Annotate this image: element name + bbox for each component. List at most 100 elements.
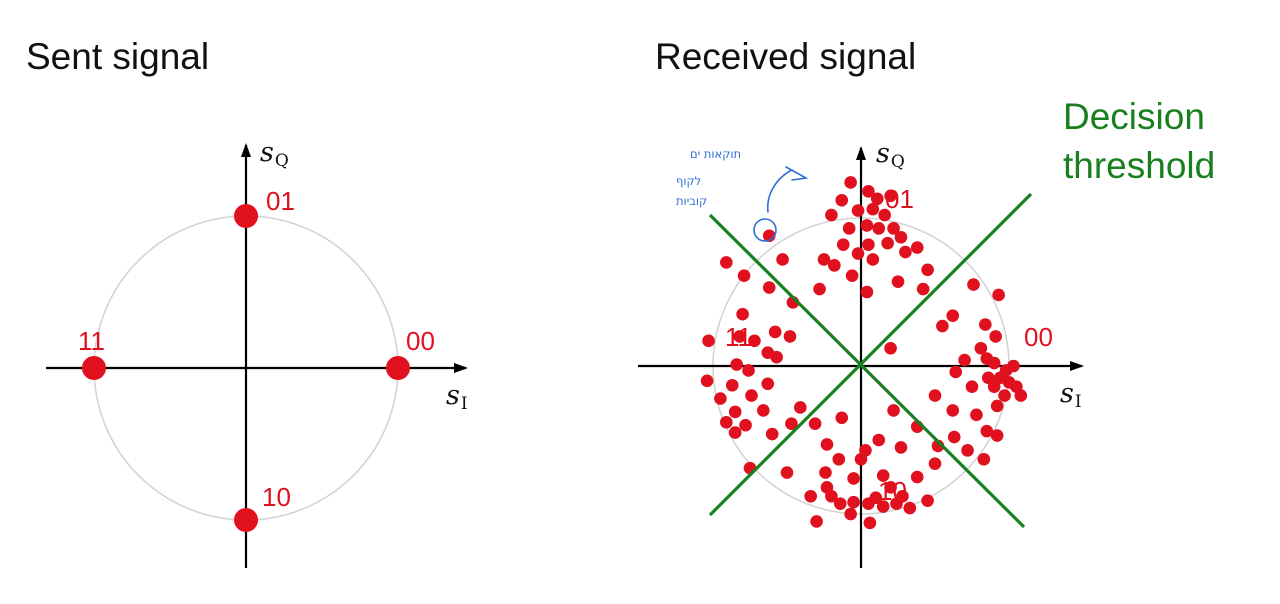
received-point — [891, 275, 905, 288]
received-point — [946, 309, 960, 322]
received-point — [928, 389, 942, 402]
received-point — [887, 222, 900, 235]
received-point — [844, 176, 857, 189]
received-symbol-label: 11 — [725, 322, 752, 352]
received-point — [866, 253, 880, 266]
received-symbol-labels: 01 00 10 11 — [725, 184, 1053, 506]
received-point — [946, 404, 960, 417]
handwritten-annotation: תוקאות ים לקוף קוביות — [676, 147, 809, 242]
received-point — [887, 404, 900, 417]
received-point — [762, 281, 776, 294]
received-point — [998, 389, 1011, 402]
received-point — [947, 430, 961, 444]
received-point — [910, 241, 924, 254]
sent-signal-title: Sent signal — [26, 36, 210, 77]
received-point — [780, 466, 794, 479]
received-point — [737, 269, 751, 283]
received-point — [761, 346, 775, 359]
received-point — [870, 192, 884, 206]
received-point — [965, 380, 979, 394]
received-point — [761, 377, 775, 391]
received-point — [894, 441, 908, 454]
received-point — [884, 341, 897, 355]
received-symbol-label: 01 — [885, 184, 914, 214]
received-point — [820, 438, 834, 451]
received-point — [817, 253, 831, 266]
received-point — [836, 238, 850, 251]
received-point — [1007, 359, 1020, 373]
received-point — [899, 245, 912, 259]
received-point — [725, 378, 739, 392]
received-point — [757, 404, 770, 417]
received-point — [894, 230, 908, 244]
received-point — [835, 411, 849, 425]
received-point — [961, 444, 974, 457]
received-point — [714, 392, 727, 405]
received-point — [742, 364, 755, 377]
received-point — [813, 282, 826, 296]
received-point — [847, 472, 860, 485]
received-symbol-label: 00 — [1024, 322, 1053, 352]
received-point — [928, 457, 942, 470]
sent-symbol-label: 11 — [78, 326, 105, 356]
received-point — [987, 380, 1001, 394]
sent-symbol-label: 01 — [266, 186, 295, 216]
annotation-circle — [753, 218, 777, 242]
sent-symbol-point — [82, 356, 106, 380]
annotation-text-line1: תוקאות ים — [690, 147, 741, 161]
received-point — [728, 426, 742, 439]
sent-symbol-point — [234, 508, 258, 532]
annotation-text-line2: לקוף — [676, 174, 701, 188]
received-point — [936, 319, 949, 333]
received-point — [990, 399, 1004, 413]
received-point — [736, 307, 749, 321]
axis-label-si: sI — [446, 380, 468, 414]
axis-label-sq: sQ — [260, 137, 289, 171]
received-point — [851, 204, 865, 217]
received-point — [992, 288, 1005, 302]
received-point — [819, 466, 832, 479]
received-point — [987, 356, 1001, 370]
received-point — [733, 330, 746, 343]
received-point — [768, 325, 782, 339]
received-point — [808, 417, 822, 431]
received-point — [876, 469, 890, 482]
received-point — [876, 500, 890, 513]
received-point — [979, 318, 992, 331]
received-point — [881, 236, 894, 250]
sent-symbol-point — [386, 356, 410, 380]
received-point — [884, 481, 897, 494]
received-point — [835, 193, 849, 207]
received-point — [785, 417, 798, 431]
received-point — [977, 452, 991, 466]
received-point — [854, 452, 868, 466]
received-point — [776, 253, 789, 266]
received-point — [825, 208, 838, 222]
received-point — [981, 371, 995, 385]
received-point — [910, 470, 924, 484]
received-point — [730, 358, 743, 371]
decision-threshold-label-line2: threshold — [1063, 145, 1216, 186]
received-point — [794, 401, 807, 414]
received-point — [970, 408, 983, 422]
received-point — [958, 353, 971, 367]
received-point — [1014, 389, 1028, 402]
received-point — [844, 507, 857, 521]
received-point — [700, 374, 714, 388]
received-point — [903, 501, 917, 515]
received-point — [845, 269, 859, 283]
received-point — [990, 429, 1004, 442]
received-point — [828, 259, 841, 272]
received-point — [967, 278, 980, 291]
received-point — [851, 247, 865, 260]
received-point — [989, 330, 1002, 343]
sent-symbol-point — [234, 204, 258, 228]
received-point — [916, 282, 930, 296]
received-point — [860, 285, 874, 299]
received-point — [745, 389, 758, 402]
sent-symbol-label: 00 — [406, 326, 435, 356]
annotation-arrowhead — [785, 166, 809, 181]
received-point — [949, 365, 963, 379]
received-point — [872, 433, 886, 447]
